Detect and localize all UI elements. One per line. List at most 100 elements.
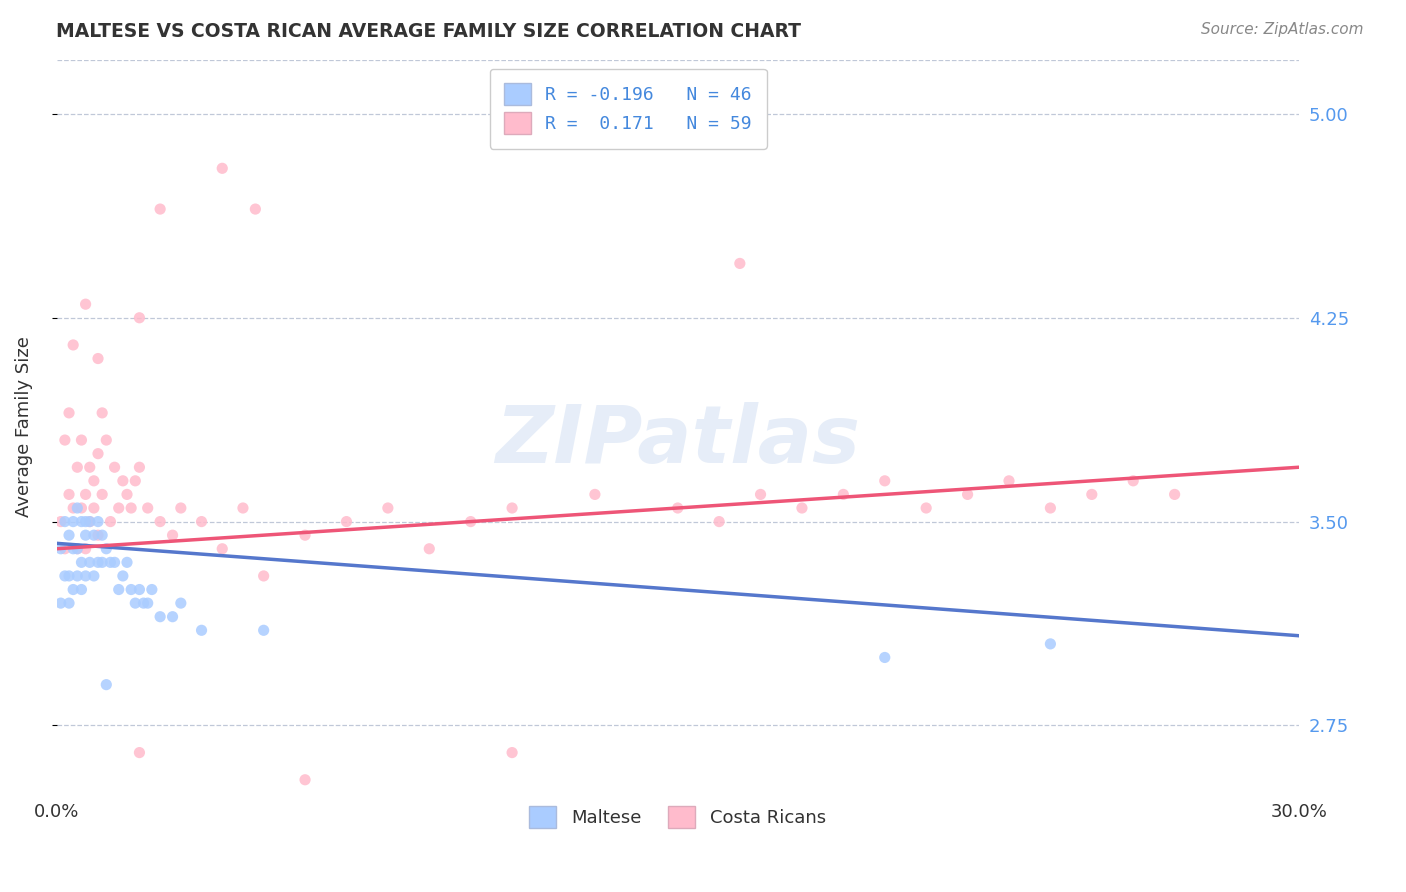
Point xyxy=(62,582,84,597)
Point xyxy=(53,515,76,529)
Point xyxy=(294,528,316,542)
Point xyxy=(58,528,80,542)
Point xyxy=(66,569,89,583)
Point xyxy=(128,460,150,475)
Point xyxy=(87,555,110,569)
Point xyxy=(162,528,184,542)
Point xyxy=(190,624,212,638)
Point xyxy=(96,433,118,447)
Point xyxy=(62,515,84,529)
Point xyxy=(728,256,751,270)
Point xyxy=(91,555,114,569)
Point xyxy=(96,541,118,556)
Point xyxy=(873,474,896,488)
Y-axis label: Average Family Size: Average Family Size xyxy=(15,336,32,516)
Point xyxy=(70,433,93,447)
Point xyxy=(124,474,146,488)
Point xyxy=(141,582,163,597)
Point xyxy=(58,406,80,420)
Point xyxy=(83,569,105,583)
Point xyxy=(100,555,122,569)
Point xyxy=(211,161,233,176)
Point xyxy=(460,515,482,529)
Point xyxy=(75,541,97,556)
Point xyxy=(62,541,84,556)
Point xyxy=(232,501,254,516)
Point xyxy=(1081,487,1104,501)
Point xyxy=(103,555,125,569)
Point xyxy=(666,501,689,516)
Point xyxy=(49,541,72,556)
Point xyxy=(245,202,267,216)
Point xyxy=(583,487,606,501)
Text: MALTESE VS COSTA RICAN AVERAGE FAMILY SIZE CORRELATION CHART: MALTESE VS COSTA RICAN AVERAGE FAMILY SI… xyxy=(56,22,801,41)
Point xyxy=(190,515,212,529)
Point xyxy=(79,555,101,569)
Point xyxy=(832,487,855,501)
Point xyxy=(294,772,316,787)
Point xyxy=(66,541,89,556)
Point xyxy=(998,474,1021,488)
Point xyxy=(96,678,118,692)
Point xyxy=(1039,637,1062,651)
Point xyxy=(107,582,129,597)
Point xyxy=(79,515,101,529)
Point xyxy=(70,501,93,516)
Point xyxy=(335,515,357,529)
Point xyxy=(162,609,184,624)
Point xyxy=(1122,474,1144,488)
Point xyxy=(707,515,730,529)
Point xyxy=(100,515,122,529)
Point xyxy=(1039,501,1062,516)
Point xyxy=(79,460,101,475)
Point xyxy=(75,515,97,529)
Point xyxy=(70,555,93,569)
Point xyxy=(211,541,233,556)
Point xyxy=(377,501,399,516)
Point xyxy=(70,582,93,597)
Point xyxy=(1163,487,1185,501)
Point xyxy=(128,582,150,597)
Point xyxy=(53,433,76,447)
Point xyxy=(120,501,142,516)
Point xyxy=(91,406,114,420)
Point xyxy=(111,474,134,488)
Point xyxy=(91,487,114,501)
Point xyxy=(418,541,440,556)
Point xyxy=(873,650,896,665)
Point xyxy=(136,501,159,516)
Text: ZIPatlas: ZIPatlas xyxy=(495,402,860,480)
Point xyxy=(83,474,105,488)
Point xyxy=(136,596,159,610)
Point xyxy=(75,487,97,501)
Point xyxy=(53,541,76,556)
Point xyxy=(149,202,172,216)
Legend: Maltese, Costa Ricans: Maltese, Costa Ricans xyxy=(522,799,834,836)
Point xyxy=(49,596,72,610)
Point xyxy=(115,487,138,501)
Point xyxy=(149,609,172,624)
Point xyxy=(75,528,97,542)
Point xyxy=(253,624,276,638)
Point xyxy=(253,569,276,583)
Point xyxy=(66,541,89,556)
Point xyxy=(956,487,979,501)
Point xyxy=(749,487,772,501)
Point xyxy=(115,555,138,569)
Point xyxy=(103,460,125,475)
Point xyxy=(501,501,523,516)
Point xyxy=(66,460,89,475)
Point xyxy=(91,528,114,542)
Point xyxy=(132,596,155,610)
Point xyxy=(124,596,146,610)
Point xyxy=(83,528,105,542)
Point xyxy=(70,515,93,529)
Point xyxy=(62,501,84,516)
Point xyxy=(128,310,150,325)
Point xyxy=(62,338,84,352)
Point xyxy=(915,501,938,516)
Point xyxy=(87,351,110,366)
Point xyxy=(111,569,134,583)
Point xyxy=(87,515,110,529)
Point xyxy=(128,746,150,760)
